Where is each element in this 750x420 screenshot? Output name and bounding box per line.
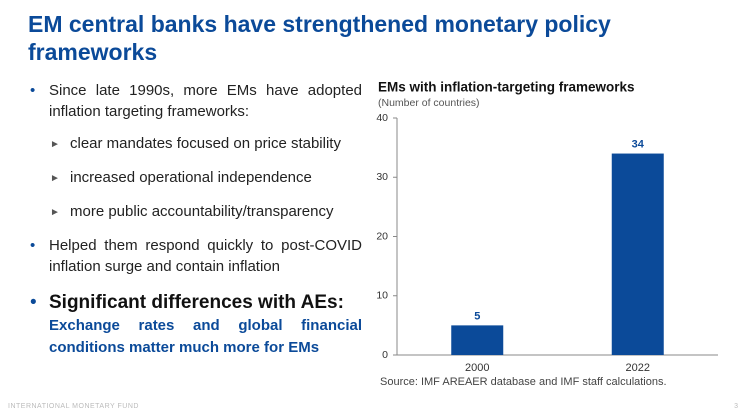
bar [451,325,504,355]
sub-bullet: increased operational independence [28,167,362,189]
chart-source: Source: IMF AREAER database and IMF staf… [380,376,667,388]
y-tick-label: 30 [376,171,388,183]
sub-bullet: clear mandates focused on price stabilit… [28,133,362,155]
y-tick-label: 40 [376,112,388,124]
footer: INTERNATIONAL MONETARY FUND [8,403,139,410]
y-tick-label: 10 [376,290,388,302]
data-label: 34 [632,138,645,150]
chart-title: EMs with inflation-targeting frameworks [378,80,635,95]
bullet-lead: Significant differences with AEs: [49,292,344,313]
y-tick-label: 20 [376,230,388,242]
bullet: Helped them respond quickly to post-COVI… [28,235,362,277]
chart-subtitle: (Number of countries) [378,97,480,109]
slide-title: EM central banks have strengthened monet… [28,11,611,65]
sub-bullet: more public accountability/transparency [28,201,362,223]
bullet: Since late 1990s, more EMs have adopted … [28,80,362,122]
x-tick-label: 2000 [465,362,489,374]
data-label: 5 [474,310,480,322]
bullet-list: Since late 1990s, more EMs have adopted … [28,80,362,370]
bullet-detail: Exchange rates and global financial cond… [49,317,362,356]
y-tick-label: 0 [382,349,388,361]
bullet: Significant differences with AEs: Exchang… [28,291,362,359]
bar [611,153,664,355]
page-number: 3 [734,403,738,410]
x-tick-label: 2022 [626,362,650,374]
